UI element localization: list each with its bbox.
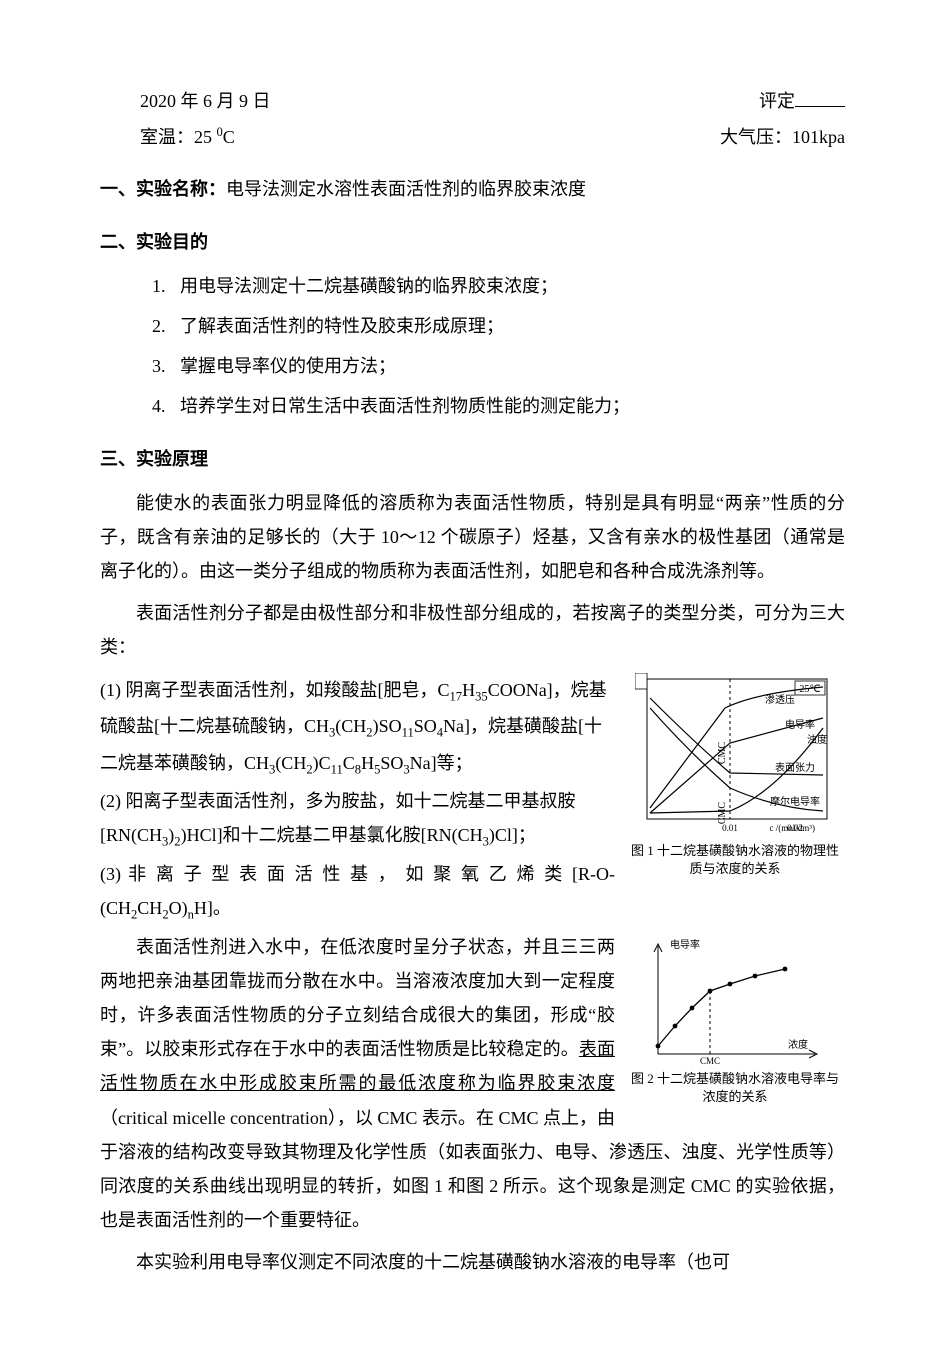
figure-2-svg: 电导率 浓度 CMC — [640, 936, 830, 1066]
room-temp-label: 室温： — [140, 127, 194, 147]
fig1-tick1: 0.01 — [722, 823, 738, 833]
fig1-turb: 浊度 — [807, 733, 827, 746]
fig1-cond: 电导率 — [785, 718, 815, 731]
s1-heading-label: 一、实验名称： — [100, 179, 226, 199]
room-temp: 室温：25 0C — [140, 120, 235, 154]
header-row-2: 室温：25 0C 大气压：101kpa — [100, 120, 845, 154]
room-temp-unit: C — [223, 127, 235, 147]
s3-p1: 能使水的表面张力明显降低的溶质称为表面活性物质，特别是具有明显“两亲”性质的分子… — [100, 486, 845, 589]
page: 2020 年 6 月 9 日 评定 室温：25 0C 大气压：101kpa 一、… — [0, 0, 945, 1347]
fig1-molar: 摩尔电导率 — [770, 795, 820, 808]
fig1-xaxis: c /(mol/dm³) — [770, 823, 815, 833]
purpose-list: 用电导法测定十二烷基磺酸钠的临界胶束浓度； 了解表面活性剂的特性及胶束形成原理；… — [100, 269, 845, 424]
s3-p2: 表面活性剂分子都是由极性部分和非极性部分组成的，若按离子的类型分类，可分为三大类… — [100, 596, 845, 664]
figure-2: 电导率 浓度 CMC 图 2 十二烷基磺酸钠水溶液电导率与浓度的关系 — [625, 936, 845, 1106]
figure-2-caption: 图 2 十二烷基磺酸钠水溶液电导率与浓度的关系 — [625, 1070, 845, 1106]
header-row-1: 2020 年 6 月 9 日 评定 — [100, 84, 845, 118]
purpose-item: 培养学生对日常生活中表面活性剂物质性能的测定能力； — [180, 389, 845, 423]
figure-1: CMC CMC 25℃ 渗透压 电导率 浊度 表面张力 摩尔电导率 0.01 0… — [625, 673, 845, 878]
fig2-xlabel: 浓度 — [788, 1038, 808, 1051]
figure-1-svg: CMC CMC 25℃ 渗透压 电导率 浊度 表面张力 摩尔电导率 0.01 0… — [635, 673, 835, 838]
fig1-osm: 渗透压 — [765, 693, 795, 706]
pressure-label: 大气压： — [720, 127, 792, 147]
section-2-heading: 二、实验目的 — [100, 225, 845, 259]
fig1-cmc-label2: CMC — [717, 801, 728, 824]
s3-p5: 本实验利用电导率仪测定不同浓度的十二烷基磺酸钠水溶液的电导率（也可 — [100, 1245, 845, 1279]
section-1-heading: 一、实验名称：电导法测定水溶性表面活性剂的临界胶束浓度 — [100, 172, 845, 206]
date-text: 2020 年 6 月 9 日 — [140, 84, 271, 118]
fig2-ylabel: 电导率 — [670, 938, 700, 951]
rating: 评定 — [759, 84, 845, 118]
purpose-item: 用电导法测定十二烷基磺酸钠的临界胶束浓度； — [180, 269, 845, 303]
rating-blank — [795, 88, 845, 107]
room-temp-value: 25 — [194, 127, 217, 147]
purpose-item: 了解表面活性剂的特性及胶束形成原理； — [180, 309, 845, 343]
fig1-st: 表面张力 — [775, 761, 815, 774]
section-3-heading: 三、实验原理 — [100, 442, 845, 476]
rating-label: 评定 — [759, 91, 795, 111]
figure-1-caption: 图 1 十二烷基磺酸钠水溶液的物理性质与浓度的关系 — [625, 842, 845, 878]
pressure: 大气压：101kpa — [720, 120, 845, 154]
purpose-item: 掌握电导率仪的使用方法； — [180, 349, 845, 383]
pressure-value: 101kpa — [792, 127, 845, 147]
s1-title: 电导法测定水溶性表面活性剂的临界胶束浓度 — [226, 179, 586, 199]
fig2-cmc: CMC — [700, 1056, 720, 1066]
